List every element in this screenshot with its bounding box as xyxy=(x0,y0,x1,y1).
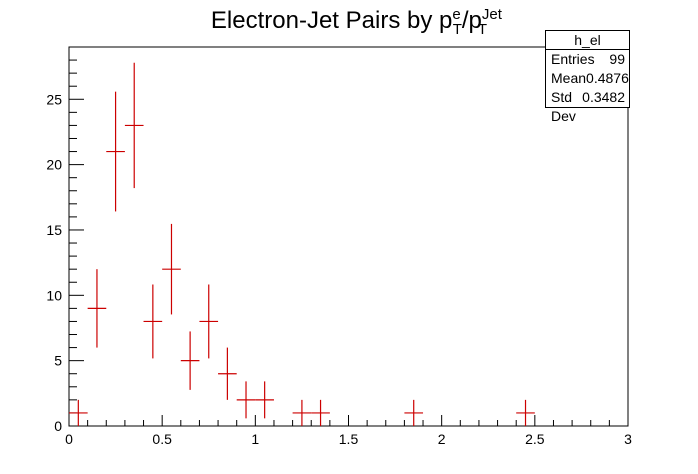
x-tick-label: 2 xyxy=(438,431,446,447)
x-tick-label: 3 xyxy=(624,431,632,447)
chart-title: Electron-Jet Pairs by peT/pJetT xyxy=(0,6,698,38)
y-tick-label: 5 xyxy=(54,353,62,369)
stats-label: Mean xyxy=(551,70,587,86)
stats-value: 0.4876 xyxy=(586,70,629,86)
stats-row-mean: Mean 0.4876 xyxy=(546,69,629,88)
stats-label: Entries xyxy=(551,51,595,67)
stats-label: Std Dev xyxy=(551,89,576,124)
title-sup-e: e xyxy=(452,6,461,23)
y-tick-label: 25 xyxy=(46,91,62,107)
x-tick-label: 2.5 xyxy=(525,431,545,447)
y-tick-label: 15 xyxy=(46,222,62,238)
title-sub-t1: T xyxy=(452,20,462,38)
x-tick-label: 1.5 xyxy=(339,431,359,447)
stats-row-stddev: Std Dev 0.3482 xyxy=(546,88,629,124)
title-text: Electron-Jet Pairs by p xyxy=(210,7,453,34)
title-pt-jet: JetT xyxy=(478,6,502,38)
title-sup-jet: Jet xyxy=(481,6,502,23)
stats-value: 0.3482 xyxy=(582,89,625,105)
title-pt-e: eT xyxy=(452,6,462,38)
y-tick-label: 0 xyxy=(54,418,62,434)
stats-row-entries: Entries 99 xyxy=(546,50,629,69)
stats-name: h_el xyxy=(546,31,629,50)
stats-value: 99 xyxy=(609,51,625,67)
title-slash-p: /p xyxy=(461,7,482,34)
y-tick-label: 10 xyxy=(46,287,62,303)
x-tick-label: 1 xyxy=(251,431,259,447)
title-sub-t2: T xyxy=(477,20,488,38)
y-tick-label: 20 xyxy=(46,157,62,173)
x-tick-label: 0 xyxy=(65,431,73,447)
x-tick-label: 0.5 xyxy=(152,431,172,447)
stats-box: h_el Entries 99 Mean 0.4876 Std Dev 0.3482 xyxy=(545,30,630,124)
